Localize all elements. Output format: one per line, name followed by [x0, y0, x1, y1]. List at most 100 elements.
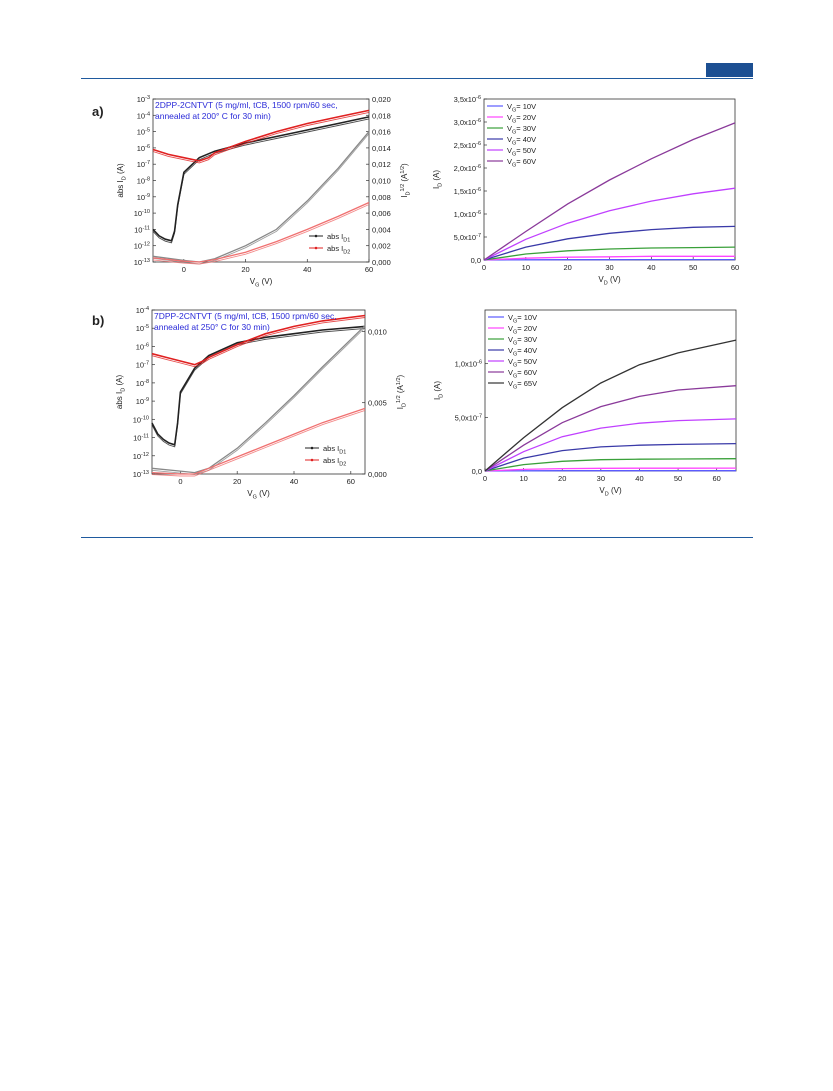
y-tick-label: 1,0x10-6 — [455, 360, 482, 369]
legend-label: VG= 30V — [507, 124, 536, 136]
header-rule — [81, 78, 753, 79]
y-tick-label: 10-3 — [137, 95, 150, 104]
y2-tick-label: 0,000 — [368, 470, 387, 479]
x-tick-label: 40 — [647, 263, 655, 272]
x-tick-label: 0 — [178, 477, 182, 486]
series-line — [151, 314, 366, 366]
chart-annotation: 7DPP-2CNTVT (5 mg/ml, tCB, 1500 rpm/60 s… — [154, 311, 337, 321]
series-line — [484, 339, 737, 472]
y2-tick-label: 0,012 — [372, 160, 391, 169]
x-tick-label: 20 — [241, 265, 249, 274]
legend-label: VG= 20V — [507, 113, 536, 125]
series-line — [151, 325, 366, 446]
y-tick-label: 10-11 — [133, 434, 149, 443]
x-tick-label: 40 — [635, 474, 643, 483]
y-tick-label: 0,0 — [472, 467, 482, 476]
series-line — [483, 255, 735, 261]
y-tick-label: 5,0x10-7 — [454, 233, 481, 242]
series-line-sweep — [151, 317, 366, 368]
y2-tick-label: 0,008 — [372, 193, 391, 202]
y-axis-label: ID (A) — [432, 170, 444, 189]
legend-label: abs ID1 — [323, 444, 346, 456]
series-line — [151, 325, 366, 474]
x-tick-label: 10 — [522, 263, 530, 272]
x-tick-label: 30 — [597, 474, 605, 483]
y-tick-label: 10-12 — [133, 452, 149, 461]
x-tick-label: 10 — [519, 474, 527, 483]
y2-tick-label: 0,002 — [372, 242, 391, 251]
y-tick-label: 2,5x10-6 — [454, 141, 481, 150]
y-tick-label: 10-11 — [134, 225, 150, 234]
legend-label: VG= 30V — [508, 335, 537, 347]
y2-axis-label: ID1/2 (A1/2) — [400, 163, 412, 198]
x-tick-label: 30 — [605, 263, 613, 272]
y-tick-label: 10-8 — [137, 177, 150, 186]
series-line-sweep — [152, 118, 370, 244]
series-line — [484, 385, 737, 472]
series-line — [484, 458, 737, 472]
series-line — [483, 246, 736, 261]
x-tick-label: 50 — [689, 263, 697, 272]
x-tick-label: 0 — [182, 265, 186, 274]
chart-annotation: annealed at 250° C for 30 min) — [154, 322, 270, 332]
legend-marker — [310, 446, 314, 450]
y2-tick-label: 0,006 — [372, 209, 391, 218]
y-tick-label: 1,0x10-6 — [454, 210, 481, 219]
x-axis-label: VD (V) — [598, 275, 621, 287]
legend-marker — [314, 246, 318, 250]
y2-tick-label: 0,010 — [372, 177, 391, 186]
chart-annotation: annealed at 200° C for 30 min) — [155, 111, 271, 121]
series-line — [152, 201, 370, 263]
legend-label: VG= 10V — [507, 102, 536, 114]
legend-label: VG= 65V — [508, 379, 537, 391]
y-tick-label: 10-7 — [137, 160, 150, 169]
y-tick-label: 10-13 — [134, 258, 150, 267]
legend-marker — [314, 234, 318, 238]
y-tick-label: 10-7 — [136, 361, 149, 370]
legend-label: abs ID1 — [327, 232, 350, 244]
y2-tick-label: 0,005 — [368, 399, 387, 408]
chart-annotation: 2DPP-2CNTVT (5 mg/ml, tCB, 1500 rpm/60 s… — [155, 100, 338, 110]
series-line — [484, 467, 737, 472]
x-tick-label: 60 — [347, 477, 355, 486]
y-tick-label: 10-12 — [134, 242, 150, 251]
y-tick-label: 1,5x10-6 — [454, 187, 481, 196]
y-tick-label: 10-10 — [134, 209, 150, 218]
legend-label: VG= 50V — [508, 357, 537, 369]
y2-tick-label: 0,020 — [372, 95, 391, 104]
y-tick-label: 10-10 — [133, 415, 149, 424]
series-line — [484, 418, 737, 472]
x-tick-label: 20 — [233, 477, 241, 486]
x-tick-label: 60 — [731, 263, 739, 272]
x-tick-label: 20 — [563, 263, 571, 272]
y2-tick-label: 0,014 — [372, 144, 391, 153]
series-line-sweep — [152, 204, 370, 265]
legend-label: VG= 60V — [507, 157, 536, 169]
y-tick-label: 3,5x10-6 — [454, 95, 481, 104]
x-tick-label: 50 — [674, 474, 682, 483]
x-tick-label: 60 — [365, 265, 373, 274]
y-axis-label: ID (A) — [433, 381, 445, 400]
y-tick-label: 0,0 — [471, 256, 481, 265]
y2-tick-label: 0,000 — [372, 258, 391, 267]
y2-tick-label: 0,004 — [372, 225, 391, 234]
legend-label: VG= 20V — [508, 324, 537, 336]
x-axis-label: VD (V) — [599, 486, 622, 498]
panel-label-b: b) — [92, 313, 105, 328]
y-tick-label: 3,0x10-6 — [454, 118, 481, 127]
series-line-sweep — [151, 409, 366, 477]
series-line — [484, 442, 737, 472]
panel-label-a: a) — [92, 104, 104, 119]
series-line-sweep — [152, 133, 370, 265]
series-line — [151, 407, 366, 475]
legend-label: VG= 40V — [508, 346, 537, 358]
y-tick-label: 10-6 — [136, 342, 149, 351]
figure-bottom-rule — [81, 537, 753, 538]
series-line — [483, 187, 736, 261]
x-tick-label: 40 — [303, 265, 311, 274]
plot-frame — [151, 309, 366, 475]
